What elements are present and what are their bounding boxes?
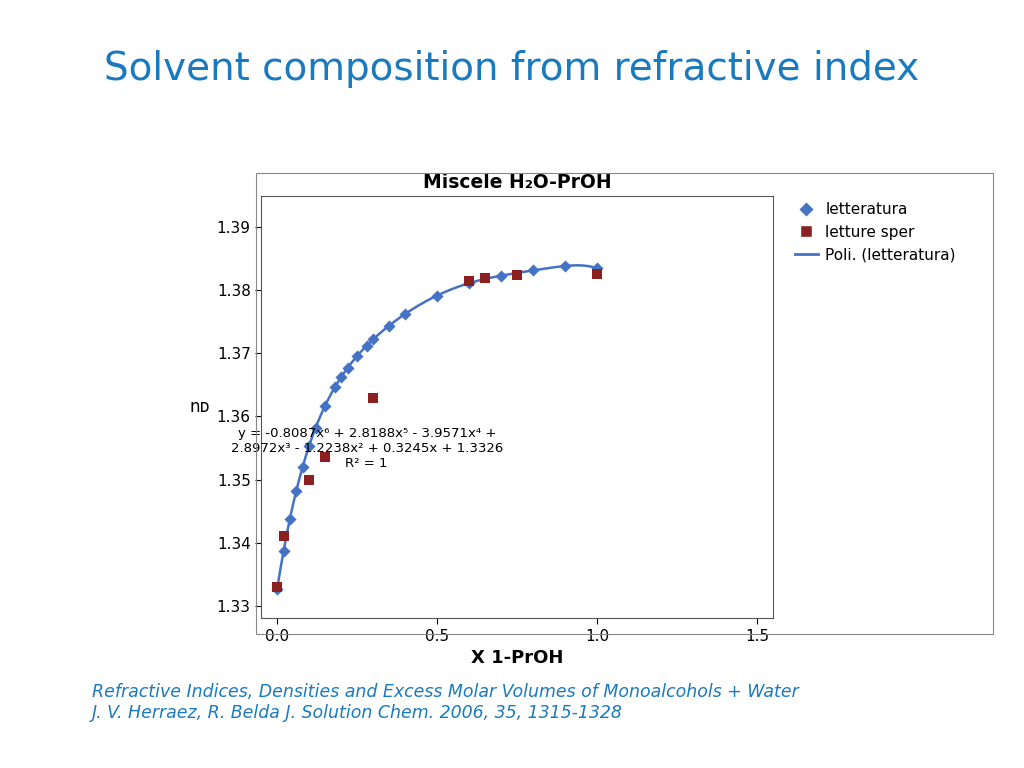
Point (461, 277, 477, 290)
Point (317, 452, 334, 464)
Point (493, 270, 509, 282)
Point (365, 333, 381, 346)
Point (301, 473, 317, 485)
Point (307, 422, 324, 434)
Point (365, 392, 381, 404)
Point (358, 339, 375, 352)
Point (525, 264, 542, 276)
Point (397, 308, 414, 320)
Point (381, 319, 397, 332)
Point (349, 349, 366, 362)
Point (275, 530, 292, 542)
Point (589, 262, 605, 274)
Text: Solvent composition from refractive index: Solvent composition from refractive inde… (104, 50, 920, 88)
Title: Miscele H₂O-PrOH: Miscele H₂O-PrOH (423, 173, 611, 191)
Point (333, 371, 349, 383)
Point (301, 440, 317, 452)
Legend: letteratura, letture sper, Poli. (letteratura): letteratura, letture sper, Poli. (letter… (788, 196, 962, 268)
X-axis label: X 1-PrOH: X 1-PrOH (471, 649, 563, 667)
Text: y = -0.8087x⁶ + 2.8188x⁵ - 3.9571x⁴ +
2.8972x³ - 1.2238x² + 0.3245x + 1.3326
R² : y = -0.8087x⁶ + 2.8188x⁵ - 3.9571x⁴ + 2.… (230, 426, 503, 469)
Point (557, 260, 573, 272)
Point (269, 581, 286, 593)
Point (461, 275, 477, 287)
Point (275, 545, 292, 558)
Y-axis label: nᴅ: nᴅ (189, 398, 210, 416)
Point (288, 485, 304, 497)
Point (295, 461, 311, 473)
Point (477, 272, 494, 284)
Text: Refractive Indices, Densities and Excess Molar Volumes of Monoalcohols + Water
J: Refractive Indices, Densities and Excess… (92, 684, 799, 722)
Point (339, 362, 355, 374)
Point (282, 512, 298, 525)
Point (327, 381, 343, 393)
Point (317, 399, 334, 412)
Point (429, 290, 445, 302)
Point (589, 268, 605, 280)
Point (269, 583, 286, 595)
Point (509, 269, 525, 281)
